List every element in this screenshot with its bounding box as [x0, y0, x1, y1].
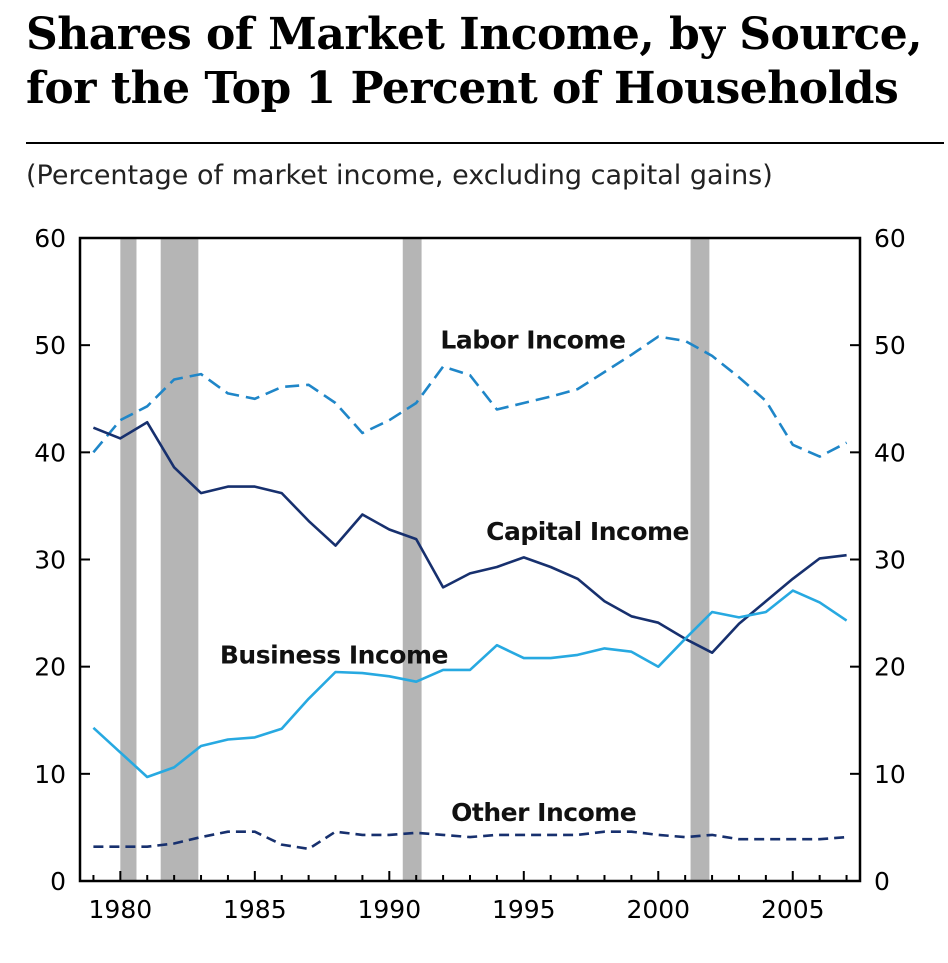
title-divider [26, 142, 944, 144]
x-tick-label: 2000 [626, 895, 690, 924]
business-income-line [92, 589, 848, 779]
x-tick-label: 1995 [492, 895, 556, 924]
y-tick-label-left: 10 [34, 760, 66, 789]
series-label: Other Income [451, 798, 636, 827]
y-tick-label-right: 10 [874, 760, 906, 789]
y-tick-label-right: 30 [874, 546, 906, 575]
y-tick-label-right: 20 [874, 653, 906, 682]
y-tick-label-left: 20 [34, 653, 66, 682]
recession-band [402, 238, 422, 881]
y-tick-label-right: 0 [874, 867, 890, 896]
x-tick-label: 1985 [223, 895, 287, 924]
series-label: Labor Income [440, 325, 625, 354]
y-tick-label-left: 0 [50, 867, 66, 896]
other-income-line [93, 830, 847, 851]
recession-band [160, 238, 199, 881]
capital-income-line [92, 420, 847, 655]
chart-title: Shares of Market Income, by Source, for … [26, 9, 923, 114]
x-tick-label: 2005 [761, 895, 825, 924]
y-tick-label-left: 30 [34, 546, 66, 575]
x-tick-label: 1990 [357, 895, 421, 924]
labor-income-line [92, 335, 848, 458]
series-label: Capital Income [486, 517, 689, 546]
chart-subtitle: (Percentage of market income, excluding … [26, 160, 773, 191]
y-tick-label-right: 40 [874, 438, 906, 467]
x-tick-label: 1980 [89, 895, 153, 924]
recession-band [690, 238, 710, 881]
y-tick-label-left: 40 [34, 438, 66, 467]
recession-band [120, 238, 137, 881]
series-label: Business Income [220, 640, 448, 669]
plot-frame [78, 236, 862, 883]
y-tick-label-right: 60 [874, 224, 906, 253]
y-tick-label-left: 50 [34, 331, 66, 360]
y-tick-label-right: 50 [874, 331, 906, 360]
y-tick-label-left: 60 [34, 224, 66, 253]
